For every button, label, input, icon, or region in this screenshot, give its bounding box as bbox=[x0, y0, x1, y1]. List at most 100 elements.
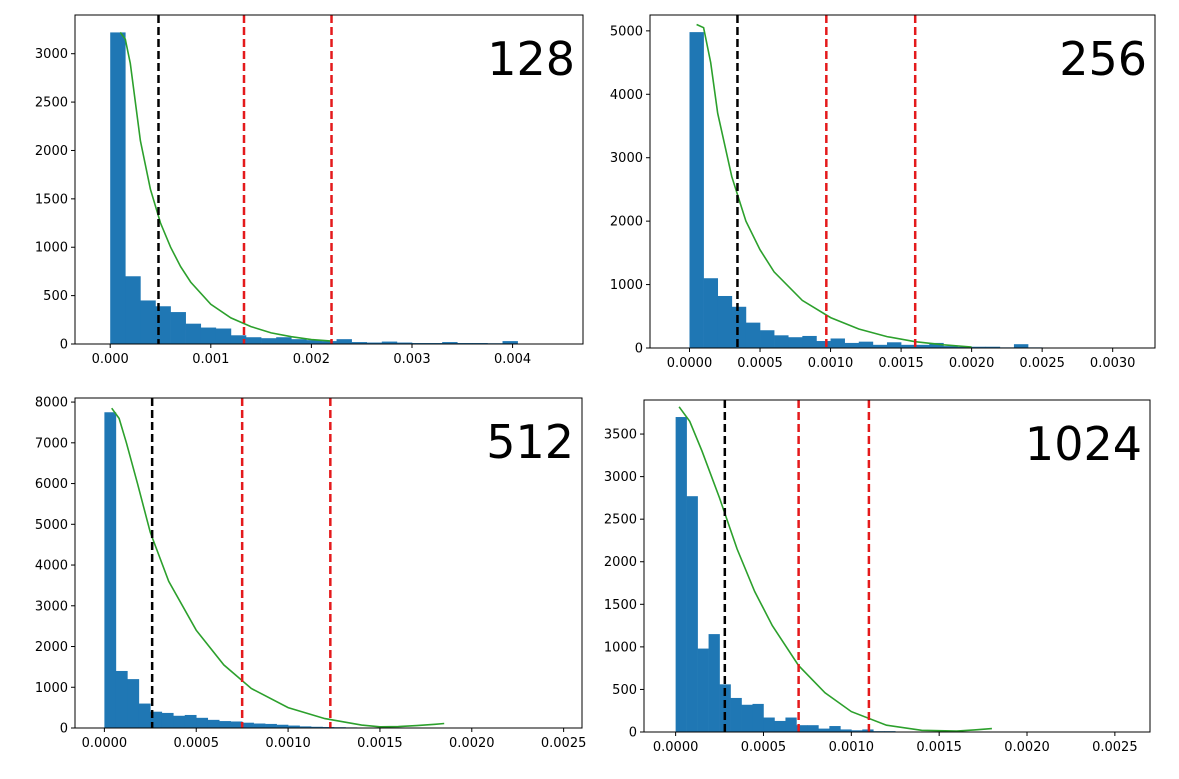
x-tick-label: 0.0025 bbox=[1092, 740, 1138, 755]
x-tick-label: 0.0010 bbox=[265, 736, 311, 751]
histogram-bar bbox=[802, 335, 817, 348]
y-tick-label: 3500 bbox=[604, 428, 637, 443]
histogram-bar bbox=[306, 340, 322, 344]
histogram-bar bbox=[150, 711, 163, 728]
x-tick-label: 0.0000 bbox=[667, 356, 713, 371]
histogram-bar bbox=[760, 330, 775, 348]
panel-size-label: 256 bbox=[1059, 32, 1147, 86]
x-tick-label: 0.002 bbox=[293, 352, 330, 367]
fit-curve-line bbox=[696, 23, 972, 348]
plot-frame bbox=[643, 399, 1151, 733]
histogram-bar bbox=[200, 327, 217, 344]
histogram-bar bbox=[196, 717, 209, 728]
histogram-bar bbox=[851, 730, 863, 732]
y-tick-label: 2000 bbox=[35, 640, 68, 655]
histogram-bar bbox=[242, 722, 254, 728]
histogram-bar bbox=[173, 715, 186, 728]
histogram-bar bbox=[138, 703, 151, 728]
histogram-bar bbox=[886, 342, 902, 348]
y-tick-label: 5000 bbox=[35, 518, 68, 533]
y-tick-label: 1500 bbox=[35, 192, 68, 207]
y-tick-label: 1000 bbox=[610, 278, 643, 293]
y-tick-label: 2000 bbox=[35, 144, 68, 159]
panel-size-label: 1024 bbox=[1025, 417, 1142, 471]
x-tick-label: 0.0020 bbox=[449, 736, 495, 751]
y-tick-label: 2500 bbox=[604, 513, 637, 528]
histogram-bar bbox=[219, 721, 231, 728]
x-tick-label: 0.0030 bbox=[1090, 356, 1136, 371]
histogram-bar bbox=[265, 723, 277, 728]
histogram-bar bbox=[170, 312, 186, 344]
histogram-bar bbox=[351, 342, 368, 344]
histogram-bar bbox=[502, 341, 518, 344]
histogram-bar bbox=[336, 339, 352, 344]
histogram-bar bbox=[381, 341, 398, 344]
histogram-bar bbox=[745, 322, 761, 348]
histogram-bar bbox=[686, 496, 698, 732]
y-tick-label: 0 bbox=[60, 338, 68, 353]
histogram-bar bbox=[717, 295, 733, 348]
y-tick-label: 3000 bbox=[604, 470, 637, 485]
y-tick-label: 4000 bbox=[610, 88, 643, 103]
histogram-bar bbox=[246, 337, 262, 344]
histogram-bar bbox=[844, 342, 860, 348]
x-tick-label: 0.0020 bbox=[949, 356, 995, 371]
histogram-bar bbox=[971, 346, 987, 348]
histogram-bar bbox=[943, 346, 958, 348]
histogram-bar bbox=[915, 344, 930, 348]
histogram-bar bbox=[774, 335, 789, 348]
x-tick-label: 0.0010 bbox=[829, 740, 875, 755]
histogram-bar bbox=[858, 341, 874, 348]
histogram-bar bbox=[774, 720, 786, 732]
y-tick-label: 2000 bbox=[610, 215, 643, 230]
histogram-panel-128: 0.000 0.001 0.002 0.003 0.004 0 500 1000 1500 200… bbox=[35, 14, 584, 367]
histogram-bar bbox=[311, 726, 323, 728]
y-tick-label: 3000 bbox=[35, 599, 68, 614]
x-tick-label: 0.0010 bbox=[808, 356, 854, 371]
histogram-bar bbox=[840, 729, 852, 732]
x-tick-label: 0.0005 bbox=[741, 740, 787, 755]
y-tick-label: 1500 bbox=[604, 598, 637, 613]
histogram-bar bbox=[125, 276, 141, 344]
histogram-bar bbox=[719, 684, 731, 732]
histogram-bar bbox=[1013, 344, 1029, 348]
histogram-bar bbox=[115, 670, 128, 728]
plot-frame bbox=[74, 397, 583, 729]
y-tick-label: 4000 bbox=[35, 559, 68, 574]
histogram-bar bbox=[796, 725, 808, 732]
x-tick-label: 0.001 bbox=[192, 352, 229, 367]
x-tick-label: 0.0015 bbox=[878, 356, 924, 371]
x-tick-label: 0.004 bbox=[494, 352, 531, 367]
panel-size-label: 128 bbox=[487, 32, 575, 86]
histogram-bar bbox=[230, 335, 247, 344]
histogram-bar bbox=[985, 346, 1001, 348]
histogram-bar bbox=[830, 338, 845, 348]
x-tick-label: 0.0015 bbox=[916, 740, 962, 755]
histogram-bar bbox=[816, 341, 831, 348]
x-tick-label: 0.0015 bbox=[357, 736, 403, 751]
histogram-bar bbox=[689, 32, 704, 349]
y-tick-label: 0 bbox=[635, 342, 643, 357]
x-tick-label: 0.0000 bbox=[653, 740, 699, 755]
histogram-bar bbox=[396, 342, 413, 344]
histogram-panel-256: 0.0000 0.0005 0.0010 0.0015 0.0020 0.0025 0.00… bbox=[610, 14, 1156, 371]
y-tick-label: 0 bbox=[629, 726, 637, 741]
histogram-bar bbox=[288, 725, 300, 728]
histogram-bar bbox=[785, 717, 797, 732]
y-tick-label: 1000 bbox=[604, 640, 637, 655]
x-tick-label: 0.0005 bbox=[173, 736, 219, 751]
histogram-bar bbox=[901, 344, 916, 348]
histogram-bar bbox=[321, 341, 337, 344]
histogram-bar bbox=[788, 337, 803, 348]
y-tick-label: 5000 bbox=[610, 24, 643, 39]
histogram-bar bbox=[872, 344, 888, 348]
histogram-bar bbox=[299, 726, 312, 728]
histogram-bar bbox=[442, 342, 458, 344]
histogram-bar bbox=[697, 648, 709, 732]
histogram-bar bbox=[929, 342, 944, 348]
histogram-bar bbox=[708, 634, 720, 732]
histogram-bar bbox=[752, 703, 764, 732]
x-tick-label: 0.003 bbox=[393, 352, 430, 367]
histogram-bar bbox=[741, 704, 753, 732]
histogram-bar bbox=[731, 306, 747, 348]
